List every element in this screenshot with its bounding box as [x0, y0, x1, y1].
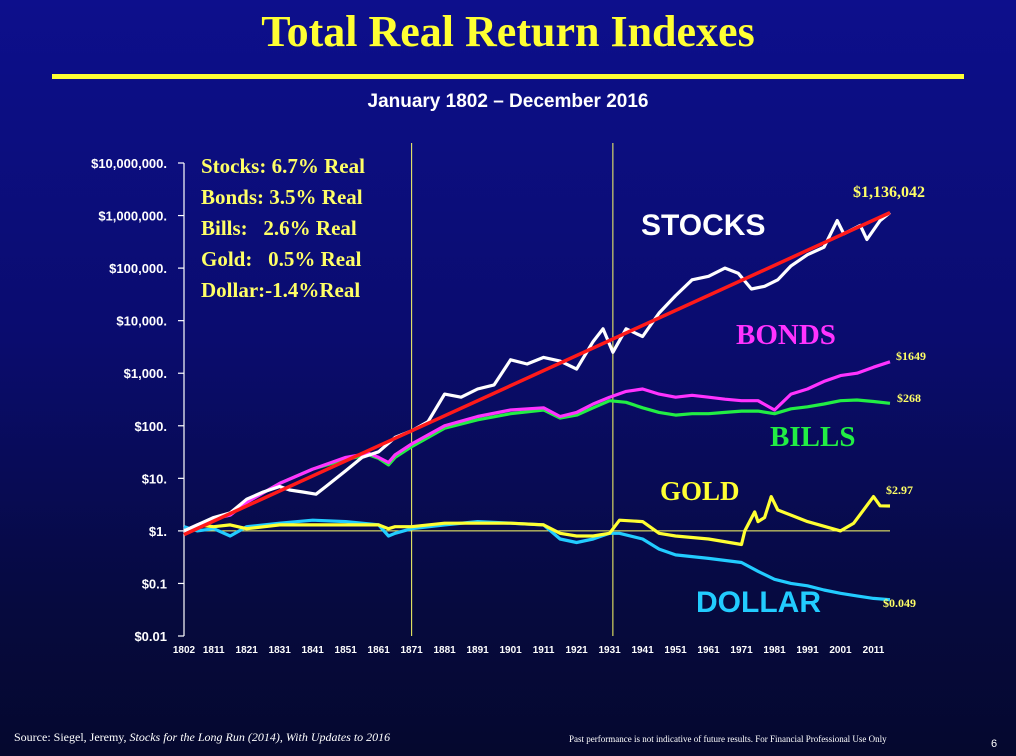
x-tick-label: 1871 — [401, 645, 424, 656]
vertical-markers — [411, 143, 614, 636]
x-tick-label: 1931 — [598, 645, 621, 656]
series-line-gold — [183, 495, 891, 547]
legend-entry: Stocks: 6.7% Real — [201, 154, 365, 178]
series-label-stocks: STOCKS — [641, 209, 765, 242]
legend-entry: Gold: 0.5% Real — [201, 247, 362, 271]
legend-entry: Bonds: 3.5% Real — [201, 185, 363, 209]
x-tick-label: 1941 — [631, 645, 654, 656]
y-tick-label: $100,000. — [109, 261, 167, 276]
x-tick-label: 1951 — [664, 645, 687, 656]
slide-subtitle: January 1802 – December 2016 — [367, 91, 649, 112]
x-tick-label: 1802 — [173, 645, 196, 656]
disclaimer-text: Past performance is not indicative of fu… — [569, 734, 887, 744]
x-tick-label: 1991 — [796, 645, 819, 656]
x-tick-label: 1961 — [697, 645, 720, 656]
x-tick-label: 1901 — [499, 645, 522, 656]
series-label-dollar: DOLLAR — [696, 586, 821, 619]
x-tick-label: 1881 — [434, 645, 457, 656]
y-tick-label: $10,000. — [116, 314, 167, 329]
x-tick-label: 2001 — [829, 645, 852, 656]
end-value-gold: $2.97 — [886, 483, 913, 497]
y-tick-label: $0.1 — [142, 576, 167, 591]
x-tick-label: 1811 — [203, 645, 225, 656]
source-prefix: Source: Siegel, Jeremy, — [14, 730, 130, 744]
series-line-stocks — [183, 211, 892, 533]
y-tick-label: $100. — [134, 419, 167, 434]
series-label-bonds: BONDS — [736, 319, 836, 351]
x-tick-label: 1831 — [269, 645, 292, 656]
series-line-bonds — [183, 360, 891, 533]
y-tick-label: $10. — [142, 471, 167, 486]
series-label-bills: BILLS — [770, 421, 855, 453]
y-tick-label: $0.01 — [134, 629, 167, 644]
y-tick-label: $1,000,000. — [98, 209, 167, 224]
chart-labels: STOCKS BONDS BILLS GOLD DOLLAR $1,136,042 $164… — [641, 184, 926, 619]
x-tick-label: 1971 — [730, 645, 753, 656]
end-value-bills: $268 — [897, 391, 921, 405]
y-tick-label: $1. — [149, 524, 167, 539]
end-value-bonds: $1649 — [896, 349, 926, 363]
x-tick-label: 1821 — [236, 645, 259, 656]
x-tick-label: 1851 — [335, 645, 358, 656]
x-tick-label: 1921 — [565, 645, 588, 656]
trend-line — [183, 211, 891, 537]
slide-title: Total Real Return Indexes — [261, 7, 755, 56]
page-number: 6 — [991, 738, 998, 750]
end-value-dollar: $0.049 — [883, 596, 916, 610]
y-tick-label: $10,000,000. — [91, 156, 167, 171]
x-tick-label: 2011 — [863, 645, 885, 656]
x-tick-label: 1911 — [533, 645, 555, 656]
series-line-dollar — [183, 518, 891, 602]
source-citation: Source: Siegel, Jeremy, Stocks for the L… — [14, 730, 390, 745]
series-lines — [183, 211, 892, 602]
legend-entry: Dollar:-1.4%Real — [201, 278, 360, 302]
legend-box: Stocks: 6.7% Real Bonds: 3.5% Real Bills: … — [201, 154, 365, 302]
source-book-title: Stocks for the Long Run (2014), With Upd… — [129, 730, 391, 744]
title-underline — [52, 74, 964, 79]
axes: $10,000,000. $1,000,000. $100,000. $10,000.… — [91, 156, 885, 656]
legend-entry: Bills: 2.6% Real — [201, 216, 357, 240]
y-tick-label: $1,000. — [124, 366, 167, 381]
x-tick-label: 1891 — [466, 645, 489, 656]
x-tick-label: 1861 — [368, 645, 391, 656]
end-value-stocks: $1,136,042 — [853, 184, 925, 201]
series-label-gold: GOLD — [660, 476, 740, 506]
x-tick-label: 1981 — [763, 645, 786, 656]
x-tick-label: 1841 — [302, 645, 325, 656]
